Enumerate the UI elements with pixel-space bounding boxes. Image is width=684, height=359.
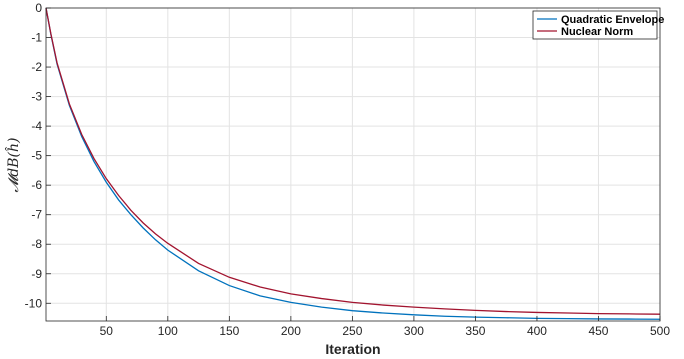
legend-label: Nuclear Norm	[561, 26, 633, 38]
plot-area	[46, 8, 660, 321]
y-axis-label: 𝓜dB(ĥ)	[4, 138, 22, 193]
y-tick-label: -9	[31, 267, 42, 281]
x-tick-label: 300	[404, 324, 424, 338]
x-tick-label: 200	[281, 324, 301, 338]
plot-frame	[45, 7, 661, 322]
x-tick-label: 250	[342, 324, 362, 338]
x-tick-label: 100	[158, 324, 178, 338]
series-line-1	[45, 7, 661, 320]
y-tick-label: -8	[31, 237, 42, 251]
legend-box	[532, 10, 658, 40]
x-tick-label: 50	[100, 324, 114, 338]
x-tick-label: 350	[465, 324, 485, 338]
legend-label: Quadratic Envelope	[561, 14, 664, 26]
y-tick-label: -3	[31, 90, 42, 104]
y-tick-label: -1	[31, 31, 42, 45]
x-tick-label: 450	[588, 324, 608, 338]
series-line-2	[45, 7, 661, 315]
y-tick-label: -5	[31, 149, 42, 163]
x-tick-label: 500	[650, 324, 670, 338]
y-tick-label: -4	[31, 119, 42, 133]
y-tick-label: -6	[31, 178, 42, 192]
y-tick-label: -10	[25, 296, 43, 310]
x-tick-label: 150	[219, 324, 239, 338]
y-tick-label: -7	[31, 208, 42, 222]
y-tick-label: -2	[31, 60, 42, 74]
y-axis-ticks: 0 -1 -2 -3 -4 -5 -6 -7 -8 -9 -10	[25, 1, 51, 310]
x-axis-label: Iteration	[325, 341, 380, 357]
y-tick-label: 0	[35, 1, 42, 15]
series-layer	[45, 7, 661, 320]
x-tick-label: 400	[527, 324, 547, 338]
x-axis-ticks: 50 100 150 200 250 300 350 400 450 500	[100, 316, 670, 338]
